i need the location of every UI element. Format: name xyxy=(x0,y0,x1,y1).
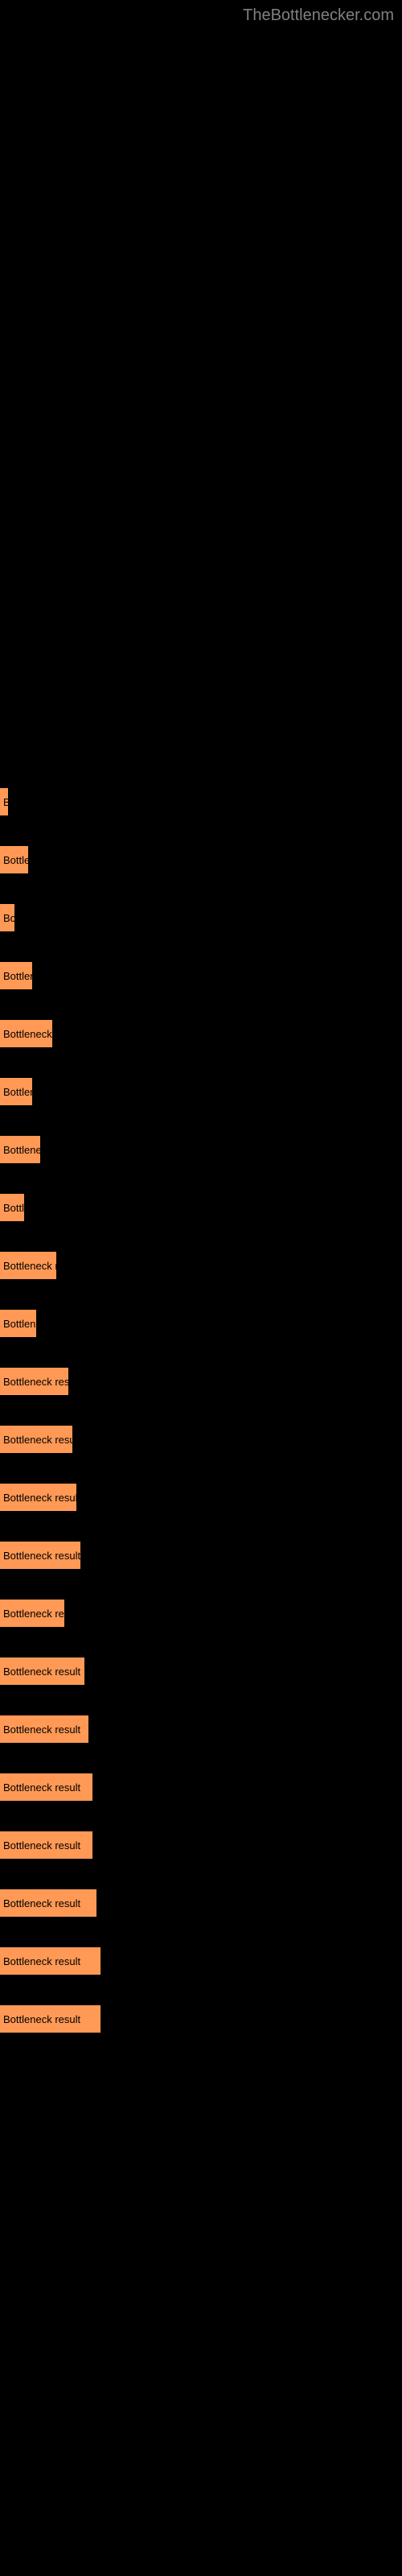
bar-label: Bottleneck result xyxy=(3,1897,80,1909)
chart-bar: Bottleneck result xyxy=(0,1889,96,1917)
chart-bar: Bottleneck result xyxy=(0,1715,88,1743)
bar-label: Bottleneck result xyxy=(3,1434,72,1446)
chart-bar: Bot xyxy=(0,904,14,931)
bar-row: Bottleneck result xyxy=(0,1816,402,1874)
bar-row: Bottleneck result xyxy=(0,1526,402,1584)
chart-bar: Bottleneck resu xyxy=(0,1600,64,1627)
bar-label: Bottleneck result xyxy=(3,1550,80,1562)
chart-bar: Bottleneck result xyxy=(0,1831,92,1859)
bar-row: Bottleneck result xyxy=(0,1932,402,1990)
bar-row: Bottleneck resul xyxy=(0,1352,402,1410)
bar-label: Bottleneck resul xyxy=(3,1376,68,1388)
chart-bar: Bottleneck resul xyxy=(0,1368,68,1395)
bar-label: Bottleneck result xyxy=(3,1839,80,1852)
bar-row: Bottlen xyxy=(0,831,402,889)
chart-bar: Bottleneck result xyxy=(0,1542,80,1569)
bar-row: Bottleneck result xyxy=(0,1758,402,1816)
bar-label: Bottleneck r xyxy=(3,1028,52,1040)
bar-label: Bottleneck result xyxy=(3,1666,80,1678)
chart-bar: Bottleneck result xyxy=(0,1947,100,1975)
bar-label: Bottlenect xyxy=(3,1144,40,1156)
bar-row: Bottleneck result xyxy=(0,1700,402,1758)
bar-row: Bottlenec xyxy=(0,1294,402,1352)
bar-row: Bottleneck r xyxy=(0,1005,402,1063)
chart-bar: Bottle xyxy=(0,1194,24,1221)
chart-bar: B xyxy=(0,788,8,815)
bar-label: Bottleneck resu xyxy=(3,1608,64,1620)
bar-row: Bottlenect xyxy=(0,1121,402,1179)
bar-label: Bot xyxy=(3,912,14,924)
bar-row: Bottleneck resu xyxy=(0,1584,402,1642)
bar-label: Bottleneck result xyxy=(3,1724,80,1736)
chart-bar: Bottlenec xyxy=(0,1310,36,1337)
bar-row: Bottlene xyxy=(0,947,402,1005)
chart-bar: Bottlene xyxy=(0,962,32,989)
bar-row: Bottleneck result xyxy=(0,1410,402,1468)
bar-label: Bottleneck re xyxy=(3,1260,56,1272)
bar-label: Bottleneck result xyxy=(3,1492,76,1504)
bar-label: Bottleneck result xyxy=(3,2013,80,2025)
bar-label: Bottle xyxy=(3,1202,24,1214)
chart-bar: Bottleneck result xyxy=(0,1426,72,1453)
bar-label: Bottlene xyxy=(3,1086,32,1098)
bar-row: Bottleneck re xyxy=(0,1236,402,1294)
bar-label: Bottlene xyxy=(3,970,32,982)
chart-bar: Bottleneck result xyxy=(0,2005,100,2033)
bar-row: Bottleneck result xyxy=(0,1874,402,1932)
bar-row: Bot xyxy=(0,889,402,947)
bar-label: B xyxy=(3,796,8,808)
bar-label: Bottleneck result xyxy=(3,1955,80,1967)
chart-bar: Bottlene xyxy=(0,1078,32,1105)
bar-row: Bottleneck result xyxy=(0,1990,402,2048)
watermark-text: TheBottlenecker.com xyxy=(243,6,394,25)
bar-row: Bottleneck result xyxy=(0,1468,402,1526)
bar-row: Bottleneck result xyxy=(0,1642,402,1700)
chart-bar: Bottlen xyxy=(0,846,28,873)
bar-label: Bottlen xyxy=(3,854,28,866)
bar-row: Bottle xyxy=(0,1179,402,1236)
bar-row: B xyxy=(0,773,402,831)
chart-bar: Bottleneck result xyxy=(0,1484,76,1511)
bar-row: Bottlene xyxy=(0,1063,402,1121)
chart-bar: Bottleneck re xyxy=(0,1252,56,1279)
chart-bar: Bottleneck r xyxy=(0,1020,52,1047)
bar-label: Bottlenec xyxy=(3,1318,36,1330)
chart-container: B Bottlen Bot Bottlene Bottleneck r Bottlene B… xyxy=(0,773,402,2048)
chart-bar: Bottleneck result xyxy=(0,1657,84,1685)
chart-bar: Bottleneck result xyxy=(0,1773,92,1801)
chart-bar: Bottlenect xyxy=(0,1136,40,1163)
bar-label: Bottleneck result xyxy=(3,1781,80,1794)
